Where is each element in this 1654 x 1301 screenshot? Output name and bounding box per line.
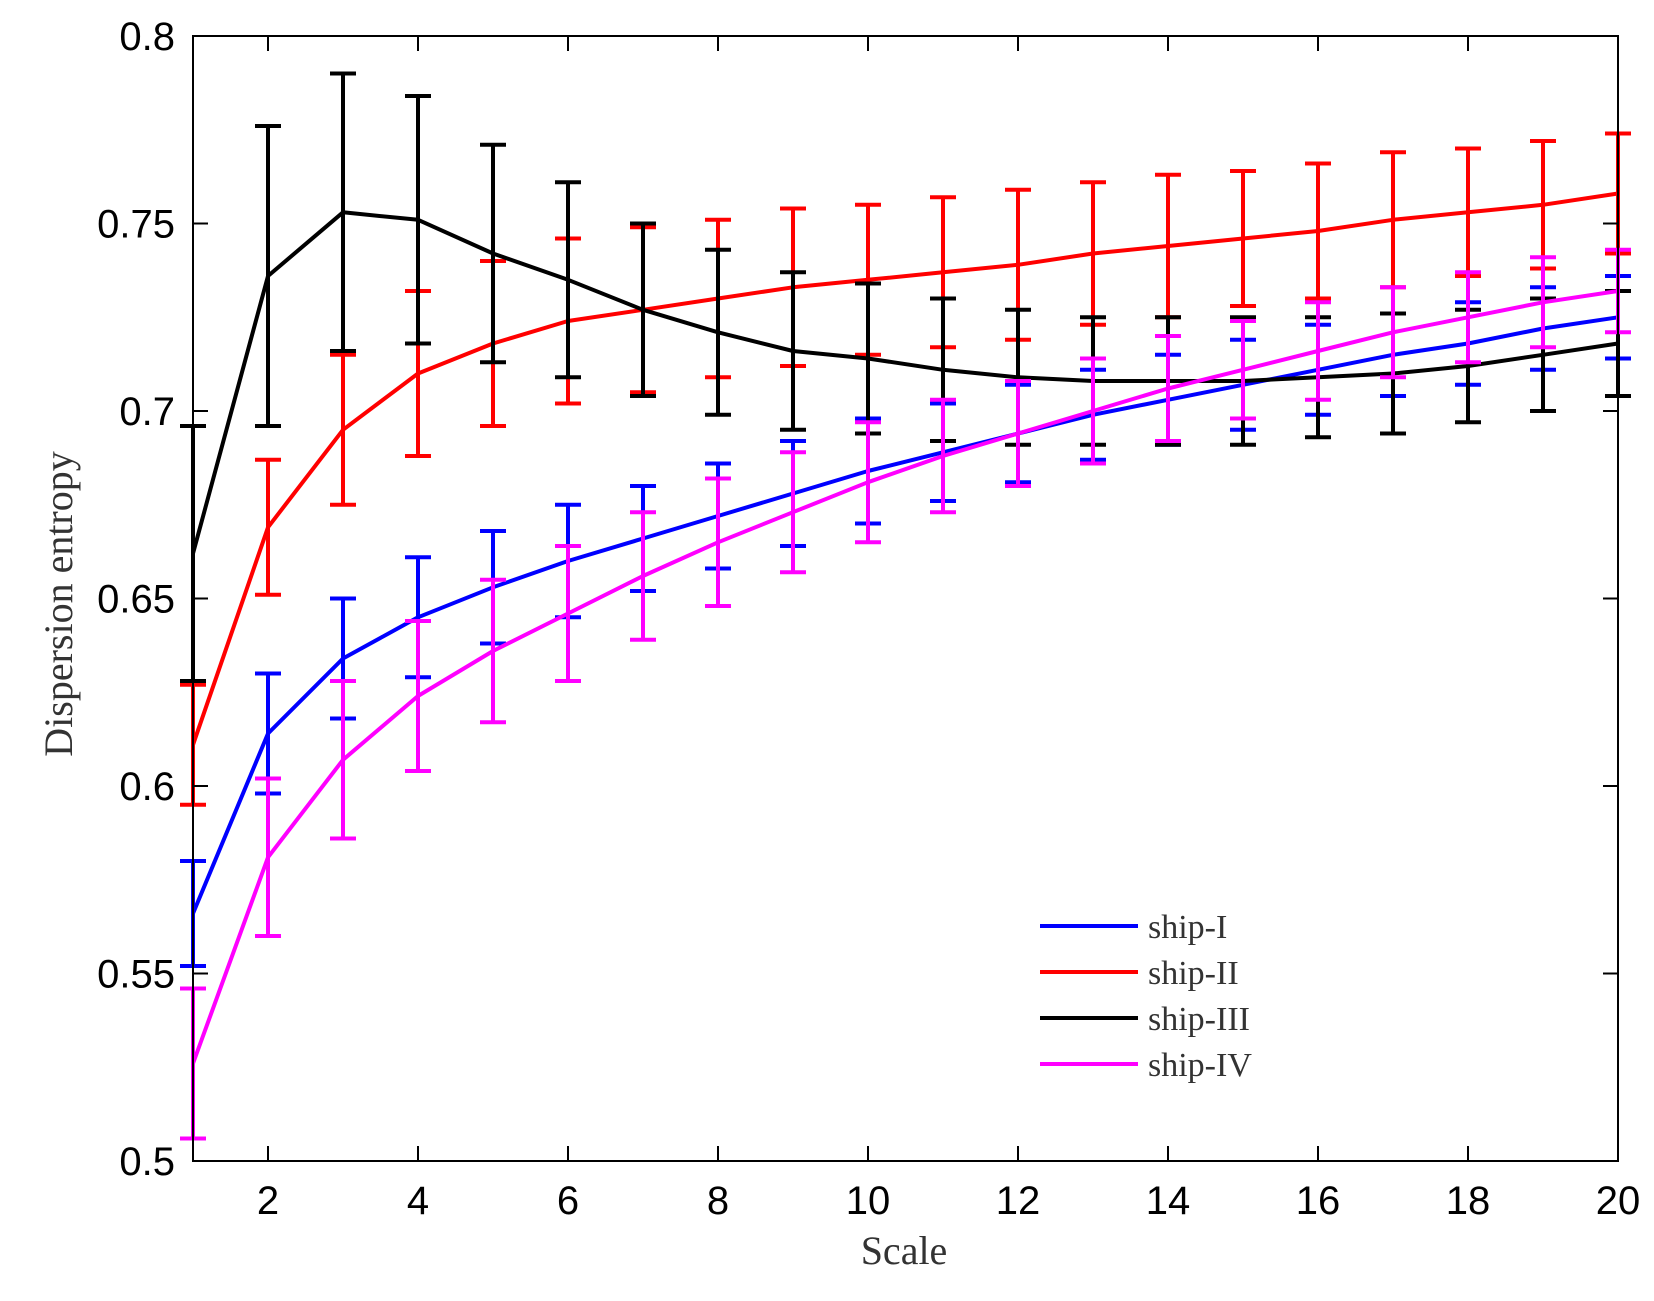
y-tick-label: 0.7: [119, 390, 175, 434]
x-tick-label: 14: [1146, 1179, 1191, 1223]
x-tick-label: 8: [707, 1179, 729, 1223]
x-tick-label: 6: [557, 1179, 579, 1223]
x-tick-label: 2: [257, 1179, 279, 1223]
series-line-ship-II: [191, 191, 1619, 746]
x-tick-label: 20: [1596, 1179, 1641, 1223]
y-tick-label: 0.75: [97, 203, 175, 247]
y-axis-title: Dispersion entropy: [36, 451, 81, 757]
series-ship-IV: [180, 247, 1631, 1141]
x-tick-label: 4: [407, 1179, 429, 1223]
series-line-ship-IV: [191, 289, 1619, 1065]
chart-axes: 2 4 6 8 10 12 14 16 18 20 0.5 0.55 0.6 0.65 0.7 0.75 0.8: [97, 15, 1640, 1223]
legend-label: ship-III: [1148, 1001, 1250, 1038]
legend: ship-I ship-II ship-III ship-IV: [1040, 909, 1252, 1084]
x-tick-label: 10: [846, 1179, 891, 1223]
x-tick-label: 16: [1296, 1179, 1341, 1223]
series-line-ship-I: [191, 315, 1619, 915]
legend-item-ship-II: ship-II: [1040, 955, 1239, 992]
y-tick-label: 0.8: [119, 15, 175, 59]
x-axis-title: Scale: [861, 1228, 948, 1273]
chart-marks: [180, 71, 1631, 1141]
y-tick-label: 0.5: [119, 1140, 175, 1184]
y-tick-label: 0.55: [97, 953, 175, 997]
y-tick-label: 0.6: [119, 765, 175, 809]
y-tick-label: 0.65: [97, 578, 175, 622]
legend-item-ship-III: ship-III: [1040, 1001, 1250, 1038]
x-tick-label: 18: [1446, 1179, 1491, 1223]
legend-label: ship-IV: [1148, 1047, 1252, 1084]
series-line-ship-III: [191, 210, 1619, 555]
x-tick-label: 12: [996, 1179, 1041, 1223]
legend-item-ship-IV: ship-IV: [1040, 1047, 1252, 1084]
legend-label: ship-II: [1148, 955, 1239, 992]
legend-label: ship-I: [1148, 909, 1227, 946]
legend-item-ship-I: ship-I: [1040, 909, 1227, 946]
